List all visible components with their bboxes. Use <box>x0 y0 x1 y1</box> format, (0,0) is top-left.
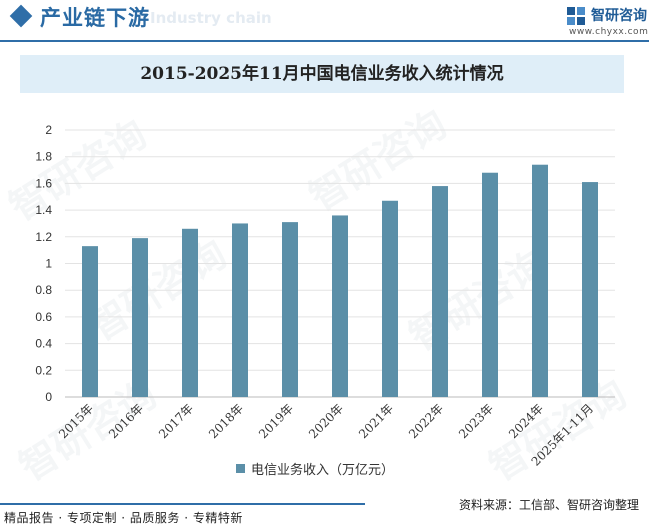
x-tick-label: 2016年 <box>106 401 146 441</box>
bar <box>132 238 148 397</box>
y-tick-label: 0 <box>45 390 52 404</box>
y-tick-label: 2 <box>45 123 52 137</box>
x-tick-label: 2023年 <box>456 401 496 441</box>
bar <box>582 182 598 397</box>
x-tick-label: 2021年 <box>356 401 396 441</box>
section-title: 产业链下游 <box>40 5 150 30</box>
brand-logo-icon <box>567 7 585 25</box>
bar <box>82 246 98 397</box>
brand-url: www.chyxx.com <box>569 27 649 37</box>
y-tick-label: 0.4 <box>35 337 52 351</box>
y-tick-label: 1 <box>45 257 52 271</box>
bar <box>232 223 248 397</box>
footer-rule <box>0 503 365 505</box>
x-tick-label: 2020年 <box>306 401 346 441</box>
bar <box>432 186 448 397</box>
y-tick-label: 1.2 <box>35 230 52 244</box>
footer-tagline: 精品报告 · 专项定制 · 品质服务 · 专精特新 <box>4 511 243 525</box>
section-ghost-text: Industry chain <box>150 9 272 27</box>
header-rule <box>0 40 649 42</box>
bar <box>482 172 498 397</box>
brand-name: 智研咨询 <box>591 8 647 24</box>
x-tick-label: 2024年 <box>506 401 546 441</box>
chart-legend: 电信业务收入（万亿元） <box>236 459 395 478</box>
page-header: Industry chain 产业链下游 智研咨询 www.chyxx.com <box>0 0 649 37</box>
y-tick-label: 1.4 <box>35 203 52 217</box>
chart-title-band: 2015-2025年11月中国电信业务收入统计情况 <box>20 55 624 93</box>
source-note: 资料来源：工信部、智研咨询整理 <box>458 498 639 512</box>
x-tick-label: 2015年 <box>56 401 96 441</box>
bar <box>382 200 398 397</box>
x-tick-label: 2017年 <box>156 401 196 441</box>
bar <box>182 228 198 397</box>
y-tick-label: 0.6 <box>35 310 52 324</box>
bar <box>532 164 548 397</box>
x-tick-label: 2019年 <box>256 401 296 441</box>
legend-swatch <box>236 463 245 473</box>
x-tick-label: 2022年 <box>406 401 446 441</box>
y-tick-label: 0.8 <box>35 283 52 297</box>
bar <box>282 222 298 397</box>
chart-title: 2015-2025年11月中国电信业务收入统计情况 <box>140 64 504 84</box>
bar <box>332 215 348 397</box>
y-tick-label: 1.8 <box>35 150 52 164</box>
y-tick-label: 1.6 <box>35 176 52 190</box>
y-tick-label: 0.2 <box>35 363 52 377</box>
legend-label: 电信业务收入（万亿元） <box>251 462 395 478</box>
x-tick-label: 2018年 <box>206 401 246 441</box>
